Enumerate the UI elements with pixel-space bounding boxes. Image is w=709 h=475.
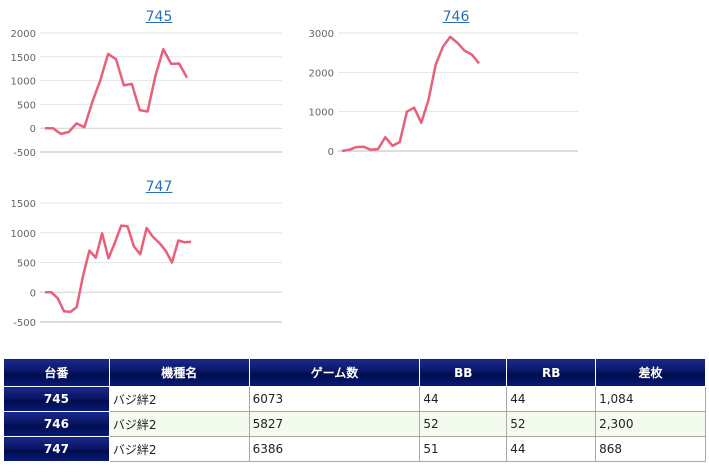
machine-data-table: 台番 機種名 ゲーム数 BB RB 差枚 745 バジ絆2 6073 44 44… [3,358,706,462]
row-diff: 868 [595,436,706,462]
y-tick-label: -500 [13,148,36,159]
row-machine-number[interactable]: 745 [3,386,110,412]
y-tick-label: 1500 [11,53,36,64]
table-row: 745 バジ絆2 6073 44 44 1,084 [3,386,706,412]
y-tick-label: 2000 [11,29,36,40]
y-tick-label: 500 [17,100,36,111]
row-machine-name: バジ絆2 [108,411,250,437]
row-game-count: 6386 [248,436,421,462]
header-bb: BB [419,358,508,387]
row-machine-number[interactable]: 747 [3,436,110,462]
chart-plot-746: 3000 2000 1000 0 [309,29,578,158]
y-tick-label: 500 [17,259,36,270]
chart-title-link-746[interactable]: 746 [442,9,470,25]
y-tick-label: 1000 [309,108,334,119]
row-game-count: 5827 [248,411,421,437]
row-bb: 51 [419,436,508,462]
chart-plot-747: 1500 1000 500 0 -500 [11,199,282,329]
chart-745: 745 2000 1500 1000 500 0 -500 [0,0,300,165]
y-tick-label: 3000 [309,29,334,40]
header-game-count: ゲーム数 [248,358,421,387]
row-machine-name: バジ絆2 [108,436,250,462]
row-bb: 44 [419,386,508,412]
chart-746: 746 3000 2000 1000 0 [300,0,600,165]
y-tick-label: 1500 [11,199,36,210]
row-rb: 44 [506,386,597,412]
chart-plot-745: 2000 1500 1000 500 0 -500 [11,29,282,159]
header-diff: 差枚 [595,358,706,387]
header-machine-number: 台番 [3,358,110,387]
chart-title-link-747[interactable]: 747 [145,179,173,195]
table-row: 747 バジ絆2 6386 51 44 868 [3,436,706,462]
chart-title-link-745[interactable]: 745 [145,9,173,25]
row-machine-name: バジ絆2 [108,386,250,412]
row-bb: 52 [419,411,508,437]
table-row: 746 バジ絆2 5827 52 52 2,300 [3,411,706,437]
row-game-count: 6073 [248,386,421,412]
y-tick-label: 0 [30,124,36,135]
y-tick-label: 0 [30,288,36,299]
y-tick-label: 0 [328,147,334,158]
y-tick-label: 2000 [309,68,334,79]
series-line [341,35,480,153]
y-tick-label: 1000 [11,229,36,240]
table-header-row: 台番 機種名 ゲーム数 BB RB 差枚 [3,358,706,387]
y-tick-label: -500 [13,318,36,329]
chart-747: 747 1500 1000 500 0 -500 [0,170,300,335]
series-line [45,47,189,136]
row-diff: 1,084 [595,386,706,412]
row-machine-number[interactable]: 746 [3,411,110,437]
row-rb: 52 [506,411,597,437]
y-tick-label: 1000 [11,77,36,88]
row-rb: 44 [506,436,597,462]
row-diff: 2,300 [595,411,706,437]
header-rb: RB [506,358,597,387]
header-machine-name: 機種名 [108,358,250,387]
series-line [45,224,192,314]
